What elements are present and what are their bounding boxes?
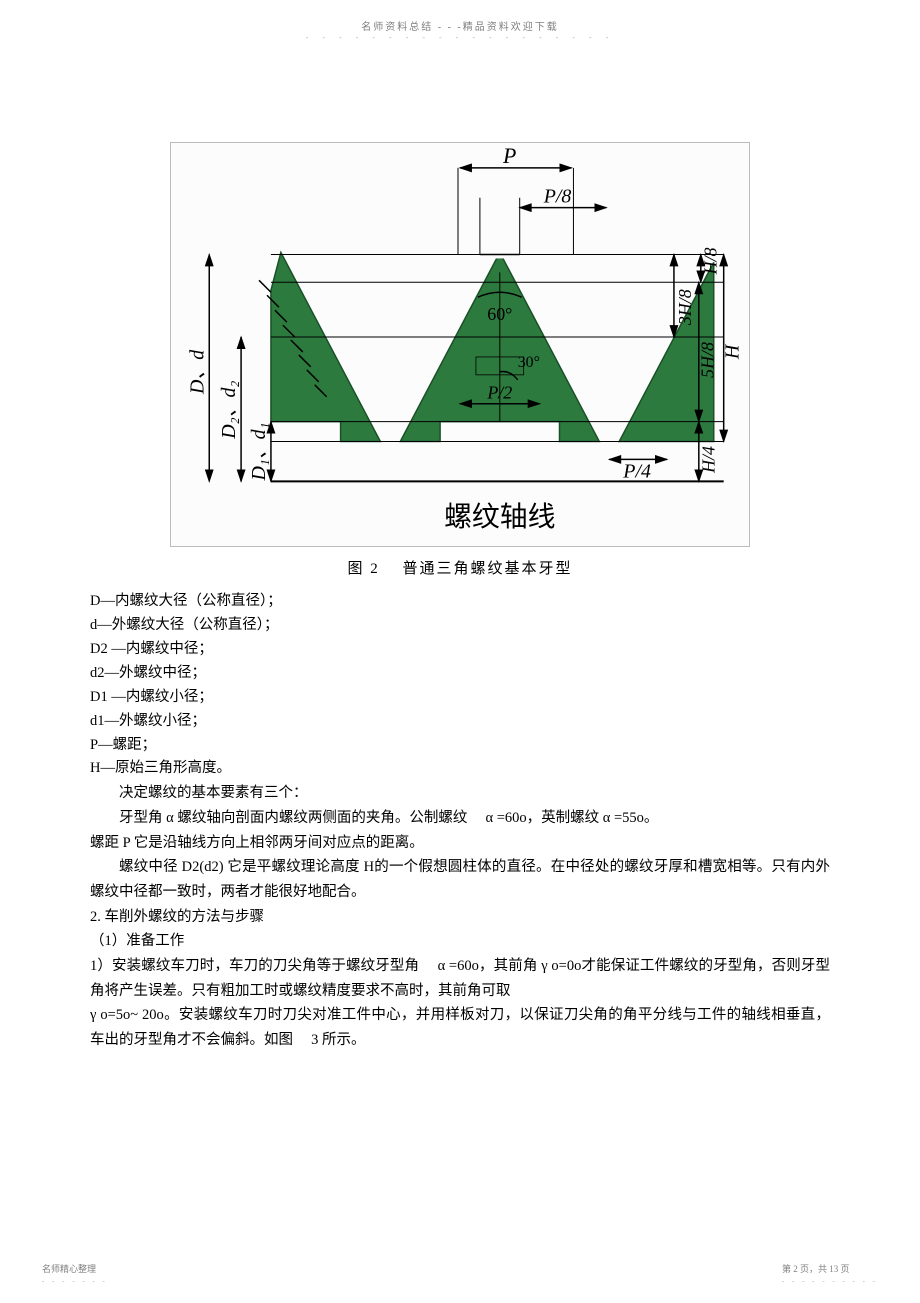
header-dots: - - - - - - - - - - - - - - - - - - -: [0, 33, 920, 42]
svg-text:P: P: [502, 143, 516, 168]
def-d1: d1—外螺纹小径；: [90, 710, 830, 734]
svg-text:H/4: H/4: [699, 446, 719, 474]
section-2-1: （1）准备工作: [90, 929, 830, 954]
footer-right: 第 2 页，共 13 页 - - - - - - - - - -: [782, 1262, 878, 1285]
para-pitch: 螺距 P 它是沿轴线方向上相邻两牙间对应点的距离。: [90, 831, 830, 856]
svg-text:P/2: P/2: [486, 383, 512, 403]
para-install2: γ o=5o~ 20o。安装螺纹车刀时刀尖对准工件中心，并用样板对刀，以保证刀尖…: [90, 1003, 830, 1052]
para-install1: 1）安装螺纹车刀时，车刀的刀尖角等于螺纹牙型角 α =60o，其前角 γ o=0…: [90, 954, 830, 1003]
svg-text:30°: 30°: [518, 354, 540, 371]
svg-text:3H/8: 3H/8: [675, 289, 695, 326]
def-d: d—外螺纹大径（公称直径）；: [90, 614, 830, 638]
section-2: 2. 车削外螺纹的方法与步骤: [90, 905, 830, 930]
def-d2: d2—外螺纹中径；: [90, 662, 830, 686]
header-title: 名师资料总结 - - -精品资料欢迎下载: [0, 0, 920, 33]
svg-text:5H/8: 5H/8: [698, 342, 718, 378]
thread-svg: P P/8 60° 30°: [171, 143, 749, 546]
svg-text:D₁、d₁: D₁、d₁: [248, 422, 270, 481]
svg-text:P/8: P/8: [543, 186, 572, 208]
def-H: H—原始三角形高度。: [90, 757, 830, 781]
para-elements: 决定螺纹的基本要素有三个：: [90, 781, 830, 806]
def-D1: D1 —内螺纹小径；: [90, 686, 830, 710]
figure-caption: 图 2 普通三角螺纹基本牙型: [90, 557, 830, 578]
def-D: D—内螺纹大径（公称直径）；: [90, 590, 830, 614]
svg-text:H: H: [722, 343, 744, 360]
thread-profile: [271, 250, 714, 441]
footer-left: 名师精心整理 - - - - - - -: [42, 1262, 108, 1285]
dim-P8: P/8: [480, 186, 606, 255]
svg-text:H/8: H/8: [701, 247, 721, 275]
left-dims: D、d D₂、d₂ D₁、d₁: [186, 254, 271, 481]
def-D2: D2 —内螺纹中径；: [90, 638, 830, 662]
dim-P4: P/4: [609, 459, 667, 482]
axis-label: 螺纹轴线: [444, 501, 555, 533]
svg-text:D、d: D、d: [186, 350, 208, 395]
svg-text:P/4: P/4: [622, 460, 651, 482]
svg-text:D₂、d₂: D₂、d₂: [218, 381, 240, 440]
para-diameter: 螺纹中径 D2(d2) 它是平螺纹理论高度 H的一个假想圆柱体的直径。在中径处的…: [90, 855, 830, 904]
para-angle: 牙型角 α 螺纹轴向剖面内螺纹两侧面的夹角。公制螺纹 α =60o，英制螺纹 α…: [90, 806, 830, 831]
thread-diagram: P P/8 60° 30°: [170, 142, 750, 547]
def-P: P—螺距；: [90, 734, 830, 758]
